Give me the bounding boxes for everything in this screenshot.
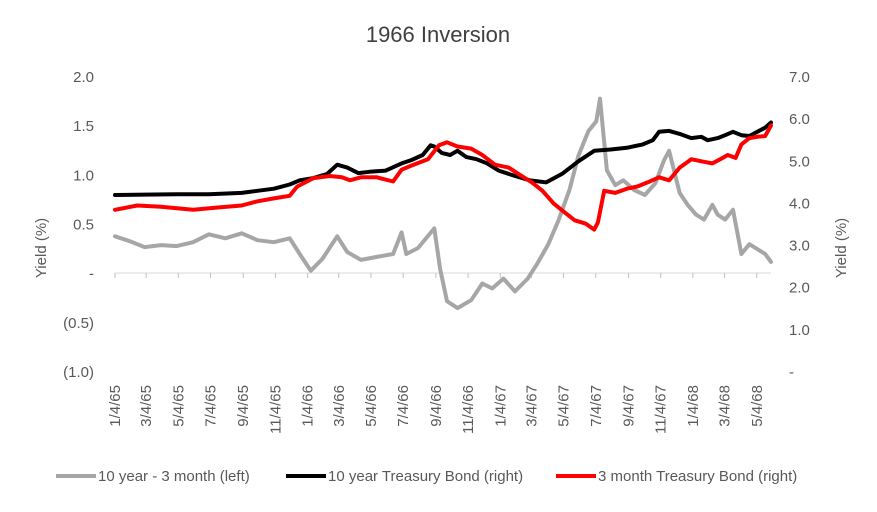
x-axis-tick-label: 9/4/66: [428, 385, 445, 427]
legend-label-2: 3 month Treasury Bond (right): [598, 468, 797, 485]
y-axis-right-tick-label: 4.0: [789, 195, 810, 212]
y-axis-right-tick-label: 3.0: [789, 238, 810, 255]
y-axis-left-tick-label: 1.0: [73, 167, 94, 184]
x-axis-tick-label: 5/4/65: [170, 385, 187, 427]
y-axis-right-tick-label: 2.0: [789, 280, 810, 297]
y-axis-right-tick-label: 5.0: [789, 153, 810, 170]
y-axis-right-tick-label: 6.0: [789, 111, 810, 128]
y-axis-right-label: Yield (%): [833, 218, 850, 278]
x-axis-tick-label: 3/4/65: [138, 385, 155, 427]
y-axis-right-tick-label: 1.0: [789, 322, 810, 339]
x-axis-tick-label: 1/4/66: [300, 385, 317, 427]
y-axis-right-tick-label: -: [789, 364, 794, 381]
x-axis-tick-label: 9/4/65: [235, 385, 252, 427]
x-axis-tick-label: 5/4/66: [363, 385, 380, 427]
y-axis-left-label: Yield (%): [33, 218, 50, 278]
x-axis-tick-label: 7/4/67: [588, 385, 605, 427]
x-axis-tick-label: 5/4/67: [556, 385, 573, 427]
x-axis-tick-label: 7/4/65: [203, 385, 220, 427]
x-axis-tick-label: 1/4/68: [685, 385, 702, 427]
x-axis-tick-label: 3/4/67: [523, 385, 540, 427]
legend-label-0: 10 year - 3 month (left): [98, 468, 250, 485]
x-axis-tick-label: 11/4/66: [460, 385, 477, 434]
y-axis-left-tick-label: 2.0: [73, 69, 94, 86]
y-axis-left-tick-label: (0.5): [63, 315, 94, 332]
legend: 10 year - 3 month (left) 10 year Treasury…: [56, 468, 797, 485]
x-axis-tick-label: 3/4/68: [717, 385, 734, 427]
series-line-1: [113, 120, 773, 197]
x-axis-tick-label: 7/4/66: [395, 385, 412, 427]
y-axis-left-tick-label: 1.5: [73, 118, 94, 135]
y-axis-right-ticks: 7.0 6.0 5.0 4.0 3.0 2.0 1.0 -: [789, 69, 810, 381]
legend-label-1: 10 year Treasury Bond (right): [328, 468, 523, 485]
series-line-2: [113, 123, 773, 232]
y-axis-left-ticks: 2.0 1.5 1.0 0.5 - (0.5) (1.0): [63, 69, 94, 381]
y-axis-left-tick-label: 0.5: [73, 217, 94, 234]
x-axis-tick-label: 3/4/66: [331, 385, 348, 427]
x-axis-tick-label: 1/4/65: [107, 385, 124, 427]
x-axis-tick-label: 9/4/67: [621, 385, 638, 427]
series-layer: [113, 96, 773, 311]
x-axis-tick-label: 1/4/67: [492, 385, 509, 427]
x-axis: 1/4/65 3/4/65 5/4/65 7/4/65 9/4/65 11/4/65 1/4…: [107, 272, 771, 434]
y-axis-left-tick-label: (1.0): [63, 364, 94, 381]
chart-title: 1966 Inversion: [366, 22, 510, 47]
y-axis-right-tick-label: 7.0: [789, 69, 810, 86]
y-axis-left-tick-label: -: [89, 266, 94, 283]
x-axis-tick-label: 11/4/67: [653, 385, 670, 434]
x-axis-tick-label: 11/4/65: [267, 385, 284, 434]
x-axis-tick-label: 5/4/68: [749, 385, 766, 427]
series-line-0: [113, 96, 773, 311]
